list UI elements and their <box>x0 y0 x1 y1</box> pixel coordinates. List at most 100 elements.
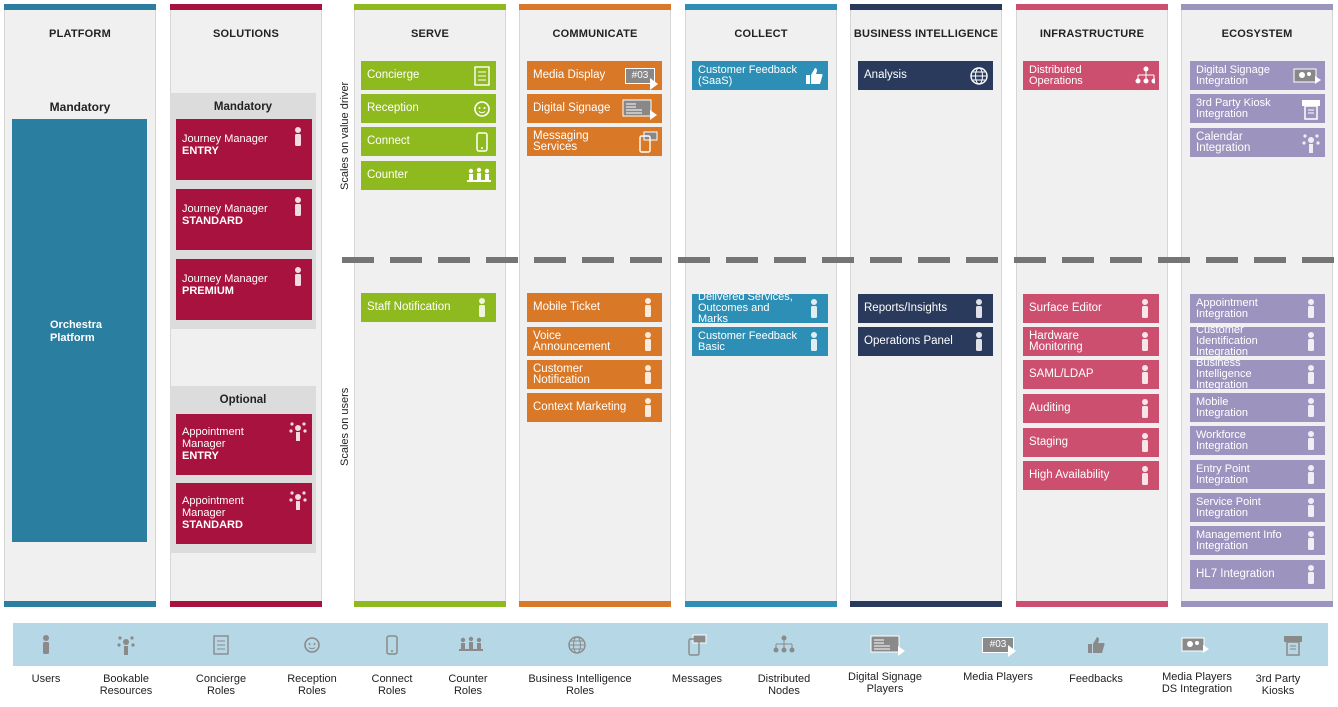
legend-label-messages: Messages <box>671 673 723 685</box>
resource-icon <box>111 631 141 659</box>
user-icon <box>1135 432 1155 453</box>
eco-entry-point-integration[interactable]: Entry Point Integration <box>1190 460 1325 489</box>
infra-hardware-monitoring[interactable]: Hardware Monitoring <box>1023 327 1159 356</box>
column-title: SERVE <box>410 28 450 40</box>
eco-business-intelligence-integration[interactable]: Business Intelligence Integration <box>1190 358 1325 391</box>
communicate-customer-notification[interactable]: Customer Notification <box>527 360 662 389</box>
eco-workforce-integration[interactable]: Workforce Integration <box>1190 426 1325 455</box>
legend-label-feedbacks: Feedbacks <box>1069 673 1123 685</box>
infra-distributed-operations[interactable]: Distributed Operations <box>1023 61 1159 90</box>
solutions-optional-group: Optional Appointment Manager ENTRY Appoint… <box>170 386 316 553</box>
kiosk-icon <box>1278 631 1308 659</box>
communicate-context-marketing[interactable]: Context Marketing <box>527 393 662 422</box>
media-player-icon: #03 <box>980 631 1016 659</box>
thumbs-up-icon <box>1081 631 1111 659</box>
eco-3rd-party-kiosk-integration[interactable]: 3rd Party Kiosk Integration <box>1190 94 1325 123</box>
appointment-manager-entry[interactable]: Appointment Manager ENTRY <box>176 414 312 475</box>
column-title: COLLECT <box>734 28 788 40</box>
column-title: ECOSYSTEM <box>1221 28 1293 40</box>
user-icon <box>638 397 658 418</box>
group-icon <box>466 166 492 186</box>
communicate-media-display[interactable]: Media Display #03 <box>527 61 662 90</box>
user-icon <box>1301 298 1321 319</box>
resource-icon <box>1301 133 1321 153</box>
infra-saml-ldap[interactable]: SAML/LDAP <box>1023 360 1159 389</box>
user-icon <box>288 125 308 149</box>
legend-label-media-players: Media Players <box>963 671 1033 683</box>
user-icon <box>969 298 989 319</box>
serve-reception[interactable]: Reception <box>361 94 496 123</box>
collect-delivered-services[interactable]: Delivered Services, Outcomes and Marks <box>692 292 828 325</box>
platform-name-line1: Orchestra <box>50 319 102 331</box>
eco-service-point-integration[interactable]: Service Point Integration <box>1190 493 1325 522</box>
user-icon <box>804 298 824 319</box>
communicate-digital-signage[interactable]: Digital Signage <box>527 94 662 123</box>
journey-manager-premium[interactable]: Journey Manager PREMIUM <box>176 259 312 320</box>
kiosk-icon <box>1301 99 1321 120</box>
journey-manager-entry[interactable]: Journey Manager ENTRY <box>176 119 312 180</box>
user-icon <box>804 331 824 352</box>
legend-label-3rd-party-kiosks: 3rd Party Kiosks <box>1255 673 1301 697</box>
serve-staff-notification[interactable]: Staff Notification <box>361 293 496 322</box>
eco-hl7-integration[interactable]: HL7 Integration <box>1190 560 1325 589</box>
bi-analysis[interactable]: Analysis <box>858 61 993 90</box>
user-icon <box>1135 398 1155 419</box>
serve-counter[interactable]: Counter <box>361 161 496 190</box>
legend-label-users: Users <box>31 673 61 685</box>
infra-staging[interactable]: Staging <box>1023 428 1159 457</box>
legend-label-concierge-roles: Concierge Roles <box>195 673 247 697</box>
communicate-voice-announcement[interactable]: Voice Announcement <box>527 327 662 356</box>
orchestra-platform-box: Orchestra Platform <box>12 119 147 542</box>
communicate-messaging-services[interactable]: Messaging Services <box>527 127 662 156</box>
legend-label-reception-roles: Reception Roles <box>287 673 337 697</box>
resource-icon <box>288 489 308 513</box>
user-icon <box>1301 430 1321 451</box>
group-label: Optional <box>219 394 267 406</box>
serve-concierge[interactable]: Concierge <box>361 61 496 90</box>
collect-customer-feedback-basic[interactable]: Customer Feedback Basic <box>692 327 828 356</box>
message-icon <box>682 631 712 659</box>
media-player-icon: #03 <box>622 66 658 90</box>
user-icon <box>1301 364 1321 385</box>
bi-reports-insights[interactable]: Reports/Insights <box>858 294 993 323</box>
user-icon <box>638 297 658 318</box>
user-icon <box>288 265 308 289</box>
eco-digital-signage-integration[interactable]: Digital Signage Integration <box>1190 61 1325 90</box>
group-label: Mandatory <box>213 101 273 113</box>
eco-appointment-integration[interactable]: Appointment Integration <box>1190 294 1325 323</box>
user-icon <box>1301 564 1321 585</box>
legend-bar <box>13 623 1328 666</box>
ds-integration-icon <box>1293 66 1321 86</box>
infra-auditing[interactable]: Auditing <box>1023 394 1159 423</box>
user-icon <box>288 195 308 219</box>
value-driver-users-divider <box>342 257 1338 263</box>
infra-high-availability[interactable]: High Availability <box>1023 461 1159 490</box>
platform-name-line2: Platform <box>50 332 95 344</box>
phone-icon <box>377 631 407 659</box>
eco-mobile-integration[interactable]: Mobile Integration <box>1190 393 1325 422</box>
communicate-mobile-ticket[interactable]: Mobile Ticket <box>527 293 662 322</box>
bi-operations-panel[interactable]: Operations Panel <box>858 327 993 356</box>
platform-mandatory-label: Mandatory <box>49 100 111 114</box>
globe-icon <box>969 66 989 86</box>
nodes-icon <box>1135 66 1155 86</box>
appointment-manager-standard[interactable]: Appointment Manager STANDARD <box>176 483 312 544</box>
serve-connect[interactable]: Connect <box>361 127 496 156</box>
legend-label-bookable-resources: Bookable Resources <box>99 673 153 697</box>
eco-calendar-integration[interactable]: Calendar Integration <box>1190 128 1325 157</box>
column-title: INFRASTRUCTURE <box>1039 28 1145 40</box>
legend-label-ds-integration: Media Players DS Integration <box>1161 671 1233 695</box>
eco-management-info-integration[interactable]: Management Info Integration <box>1190 526 1325 555</box>
signage-icon <box>622 99 658 120</box>
legend-label-bi-roles: Business Intelligence Roles <box>528 673 632 697</box>
infra-surface-editor[interactable]: Surface Editor <box>1023 294 1159 323</box>
signage-icon <box>870 631 906 659</box>
document-icon <box>472 65 492 86</box>
journey-manager-standard[interactable]: Journey Manager STANDARD <box>176 189 312 250</box>
eco-customer-identification-integration[interactable]: Customer Identification Integration <box>1190 325 1325 358</box>
message-icon <box>638 131 658 153</box>
column-title: PLATFORM <box>49 28 111 40</box>
collect-customer-feedback-saas[interactable]: Customer Feedback (SaaS) <box>692 61 828 90</box>
legend-label-distributed-nodes: Distributed Nodes <box>757 673 811 697</box>
scales-on-value-driver-label: Scales on value driver <box>339 81 351 190</box>
